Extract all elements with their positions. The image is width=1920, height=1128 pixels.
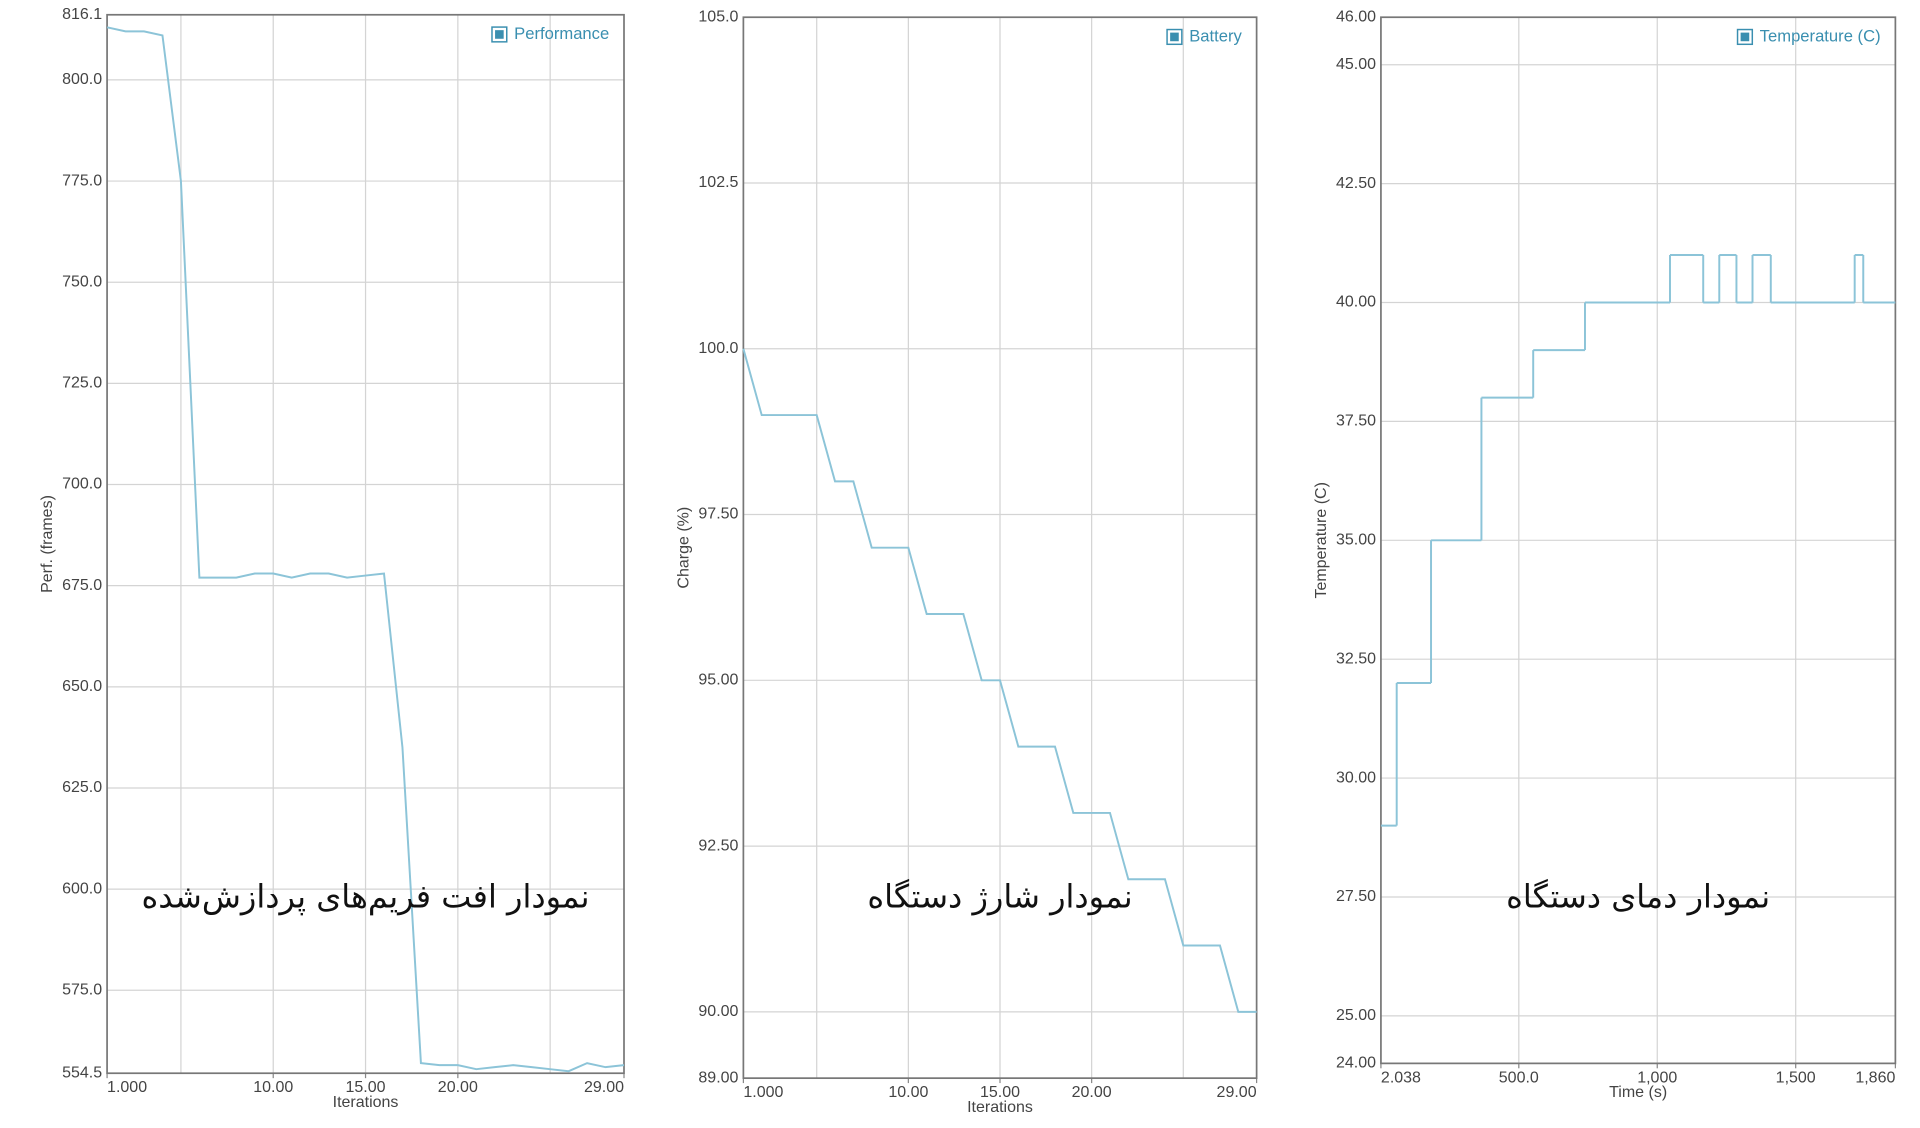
x-tick-label: 29.00 (1217, 1084, 1257, 1101)
x-tick-label: 2.038 (1381, 1069, 1421, 1086)
x-axis-label: Iterations (967, 1099, 1033, 1116)
legend: Battery (1166, 26, 1243, 45)
data-line (742, 348, 1257, 1013)
plot-frame (742, 16, 1258, 1080)
chart: 89.00 90.00 92.50 95.00 97.50 100.0 102.5 105.0… (676, 8, 1258, 1116)
y-tick-label: 45.00 (1336, 56, 1376, 73)
y-tick-label: 27.50 (1336, 888, 1376, 905)
y-tick-label: 675.0 (62, 577, 102, 594)
x-tick-label: 10.00 (888, 1084, 928, 1101)
y-tick-label: 100.0 (698, 340, 738, 357)
x-tick-label: 15.00 (346, 1079, 386, 1096)
legend-icon-fill (1170, 32, 1179, 42)
y-tick-label: 725.0 (62, 375, 102, 392)
chart-annotation: نمودار دمای دستگاه (1506, 877, 1770, 915)
x-axis-label: Time (s) (1609, 1084, 1667, 1101)
y-tick-label: 775.0 (62, 172, 102, 189)
x-tick-label: 20.00 (1072, 1084, 1112, 1101)
y-tick-label: 97.50 (698, 506, 738, 523)
x-tick-label: 500.0 (1499, 1069, 1539, 1086)
y-tick-label: 554.5 (62, 1064, 102, 1081)
y-tick-label: 46.00 (1336, 8, 1376, 25)
y-tick-label: 24.00 (1336, 1055, 1376, 1072)
y-axis-label: Charge (%) (676, 507, 693, 589)
x-tick-label: 1,860 (1855, 1069, 1895, 1086)
y-tick-label: 102.5 (698, 174, 738, 191)
x-tick-label: 1,000 (1637, 1069, 1677, 1086)
y-axis-label: Temperature (C) (1313, 482, 1330, 598)
legend: Temperature (C) (1736, 26, 1881, 45)
legend-label: Performance (514, 24, 609, 43)
x-tick-label: 20.00 (438, 1079, 478, 1096)
x-axis-label: Iterations (333, 1094, 399, 1111)
legend-icon-fill (1740, 32, 1750, 42)
y-tick-label: 105.0 (698, 8, 738, 25)
y-tick-label: 575.0 (62, 982, 102, 999)
y-tick-label: 600.0 (62, 880, 102, 897)
y-tick-label: 32.50 (1336, 650, 1376, 667)
chart-annotation: نمودار شارژ دستگاه (867, 877, 1132, 915)
legend-label: Battery (1189, 26, 1242, 45)
legend-icon-fill (495, 30, 504, 39)
x-tick-label: 10.00 (253, 1079, 293, 1096)
legend: Performance (491, 24, 609, 43)
y-tick-label: 40.00 (1336, 294, 1376, 311)
y-tick-label: 750.0 (62, 273, 102, 290)
chart: 554.5 575.0 600.0 625.0 650.0 675.0 700.0 725.0… (39, 6, 625, 1111)
y-tick-label: 25.00 (1336, 1007, 1376, 1024)
y-tick-label: 800.0 (62, 71, 102, 88)
x-tick-label: 1.000 (107, 1079, 147, 1096)
y-tick-label: 30.00 (1336, 769, 1376, 786)
x-tick-label: 1,500 (1776, 1069, 1816, 1086)
y-tick-label: 92.50 (698, 837, 738, 854)
x-tick-label: 1.000 (743, 1084, 783, 1101)
y-tick-label: 37.50 (1336, 413, 1376, 430)
y-axis-label: Perf. (frames) (39, 495, 56, 593)
y-tick-label: 625.0 (62, 779, 102, 796)
data-line (106, 26, 625, 1073)
plot-frame (106, 13, 625, 1075)
legend-label: Temperature (C) (1760, 26, 1881, 45)
plot-frame (1380, 16, 1897, 1065)
x-tick-label: 29.00 (584, 1079, 624, 1096)
y-tick-label: 95.00 (698, 672, 738, 689)
y-tick-label: 90.00 (698, 1003, 738, 1020)
y-tick-label: 35.00 (1336, 532, 1376, 549)
chart-annotation: نمودار افت فریم‌های پردازش‌شده (141, 877, 589, 915)
y-tick-label: 42.50 (1336, 175, 1376, 192)
y-tick-label: 89.00 (698, 1069, 738, 1086)
chart: 24.00 25.00 27.50 30.00 32.50 35.00 37.50 40.00… (1313, 8, 1897, 1101)
x-tick-label: 15.00 (980, 1084, 1020, 1101)
y-tick-label: 650.0 (62, 678, 102, 695)
y-tick-label: 700.0 (62, 476, 102, 493)
y-tick-label: 816.1 (62, 6, 102, 23)
